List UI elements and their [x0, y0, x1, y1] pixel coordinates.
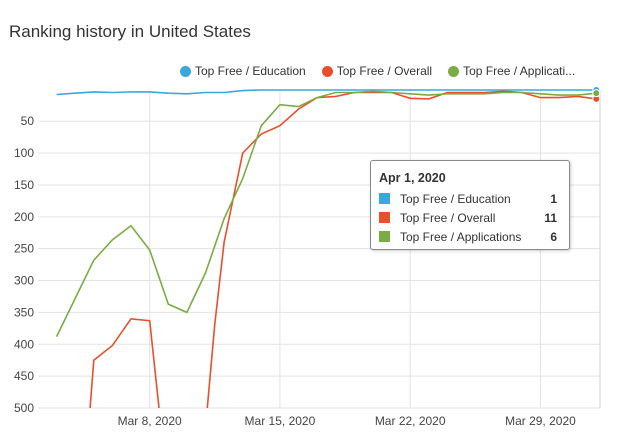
y-tick-label: 100 — [14, 146, 34, 160]
legend-label-overall: Top Free / Overall — [336, 64, 433, 78]
series-marker-3 — [592, 89, 601, 98]
chart-tooltip: Apr 1, 2020 Top Free / Education 1 Top F… — [370, 160, 570, 250]
y-tick-label: 450 — [14, 369, 34, 383]
y-tick-label: 150 — [14, 178, 34, 192]
legend-label-applications: Top Free / Applicati... — [463, 64, 576, 78]
legend-dot-applications — [448, 65, 460, 77]
tooltip-label-applications: Top Free / Applications — [400, 229, 522, 244]
legend: Top Free / Education Top Free / Overall … — [180, 64, 575, 78]
tooltip-swatch-applications — [379, 231, 390, 242]
legend-dot-overall — [321, 65, 333, 77]
x-tick-label: Mar 8, 2020 — [118, 414, 182, 428]
tooltip-value-overall: 11 — [544, 210, 557, 225]
tooltip-row-applications: Top Free / Applications 6 — [371, 227, 569, 246]
y-tick-label: 400 — [14, 337, 34, 351]
x-tick-label: Mar 29, 2020 — [505, 414, 576, 428]
series-line-2 — [89, 317, 160, 408]
x-tick-label: Mar 22, 2020 — [375, 414, 446, 428]
y-tick-label: 300 — [14, 274, 34, 288]
tooltip-swatch-overall — [379, 212, 390, 223]
legend-dot-education — [180, 65, 191, 77]
series-line-1 — [56, 89, 597, 96]
tooltip-date: Apr 1, 2020 — [379, 171, 446, 185]
tooltip-label-overall: Top Free / Overall — [400, 210, 496, 225]
y-tick-label: 200 — [14, 210, 34, 224]
tooltip-value-education: 1 — [550, 191, 557, 206]
tooltip-row-overall: Top Free / Overall 11 — [371, 208, 569, 227]
tooltip-value-applications: 6 — [550, 229, 557, 244]
legend-item-applications[interactable]: Top Free / Applicati... — [448, 64, 575, 78]
y-tick-label: 50 — [21, 114, 35, 128]
tooltip-swatch-education — [379, 193, 390, 204]
chart-title: Ranking history in United States — [9, 22, 251, 41]
tooltip-label-education: Top Free / Education — [400, 191, 511, 206]
legend-label-education: Top Free / Education — [195, 64, 306, 78]
y-tick-label: 350 — [14, 305, 34, 319]
x-tick-label: Mar 15, 2020 — [245, 414, 316, 428]
series-line-3 — [55, 90, 597, 337]
y-tick-label: 250 — [14, 242, 34, 256]
tooltip-row-education: Top Free / Education 1 — [371, 189, 569, 208]
y-tick-label: 500 — [14, 401, 34, 415]
legend-item-education[interactable]: Top Free / Education — [180, 64, 306, 78]
legend-item-overall[interactable]: Top Free / Overall — [321, 64, 433, 78]
